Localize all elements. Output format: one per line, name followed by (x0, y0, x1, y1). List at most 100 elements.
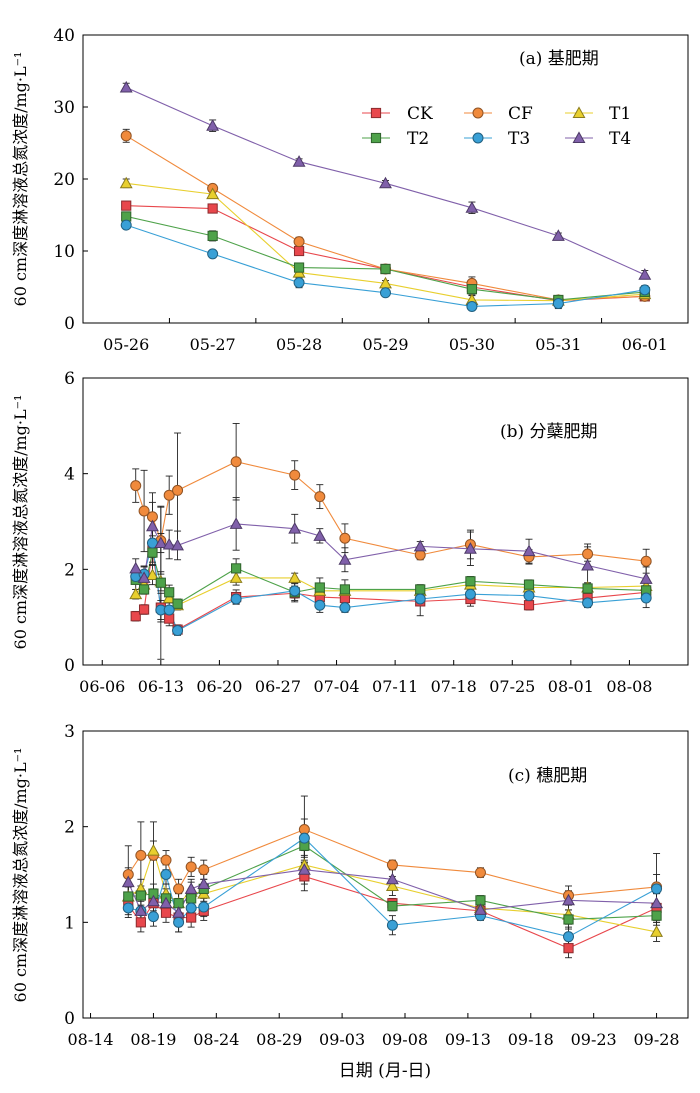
x-tick-label: 09-03 (319, 1030, 365, 1049)
series-b (129, 422, 653, 660)
x-tick-label: 06-27 (255, 677, 301, 696)
y-tick-label: 3 (64, 722, 75, 742)
data-point-t2 (293, 262, 305, 273)
data-point-t3 (185, 902, 197, 914)
data-point-t4 (581, 558, 595, 571)
data-point-t4 (297, 863, 311, 875)
legend-marker-ck (370, 107, 382, 119)
y-tick-label: 10 (53, 242, 75, 262)
data-point-t3 (163, 604, 175, 616)
data-point-t4 (551, 229, 565, 241)
data-point-t1 (385, 879, 399, 891)
data-point-t1 (146, 843, 160, 856)
data-point-t2 (415, 584, 426, 595)
legend-label-t1: T1 (609, 104, 631, 124)
data-point-ck (121, 200, 132, 211)
data-point-cf (135, 849, 147, 861)
data-point-t4 (171, 538, 185, 551)
data-point-t3 (386, 919, 398, 931)
y-tick-label: 6 (64, 369, 75, 389)
legend-item-t1: T1 (565, 104, 631, 124)
legend-marker-t1 (572, 106, 586, 118)
x-tick-label: 08-24 (193, 1030, 239, 1049)
x-tick-label: 06-01 (622, 335, 668, 354)
data-point-cf (198, 864, 210, 876)
data-point-cf (138, 505, 150, 517)
x-tick-label: 05-30 (449, 335, 495, 354)
data-point-ck (186, 912, 197, 923)
error-bars (122, 82, 649, 311)
legend: CK CF T1 T2 T3 (362, 104, 631, 149)
x-tick-label: 05-29 (362, 335, 408, 354)
series-lines (135, 461, 647, 632)
data-point-t4 (129, 561, 143, 574)
x-tick-label: 09-23 (571, 1030, 617, 1049)
y-tick-label: 2 (64, 560, 75, 580)
data-point-t4 (413, 539, 427, 552)
panel-b: (b) 分蘖肥期 60 cm深度淋溶液总氮浓度/mg·L⁻¹ 0 2 4 6 06-0… (11, 369, 689, 696)
series-line-cf (135, 461, 647, 562)
data-point-t3 (147, 911, 159, 923)
y-ticks-a: 0 10 20 30 40 (53, 26, 88, 334)
error-bars (132, 422, 650, 660)
legend-label-cf: CF (508, 104, 533, 124)
data-point-t3 (552, 298, 564, 310)
data-point-t2 (172, 598, 183, 609)
x-tick-label: 08-19 (130, 1030, 176, 1049)
data-point-t4 (522, 544, 536, 557)
y-ticks-c: 0 1 2 3 (64, 722, 88, 1029)
legend-item-t4: T4 (565, 129, 631, 149)
data-point-cf (293, 236, 305, 248)
data-point-t3 (466, 300, 478, 312)
data-point-t4 (229, 517, 243, 529)
panel-c: (c) 穗肥期 60 cm深度淋溶液总氮浓度/mg·L⁻¹ 0 1 2 3 08-14… (11, 722, 689, 1049)
x-tick-label: 08-14 (67, 1030, 113, 1049)
data-point-t3 (230, 593, 242, 605)
data-point-t4 (313, 529, 327, 541)
legend-marker-cf (472, 107, 484, 119)
data-point-t1 (288, 571, 302, 583)
data-point-t2 (582, 583, 593, 594)
plot-frame-b (82, 377, 689, 666)
data-point-t3 (582, 597, 594, 609)
data-point-t1 (229, 571, 243, 583)
data-point-t4 (650, 896, 664, 909)
data-point-ck (130, 611, 141, 622)
data-point-cf (185, 861, 197, 873)
legend-item-t2: T2 (362, 129, 429, 149)
data-point-t4 (292, 155, 306, 167)
y-axis-label-c: 60 cm深度淋溶液总氮浓度/mg·L⁻¹ (11, 748, 30, 1003)
data-point-ck (523, 600, 535, 611)
x-tick-label: 09-08 (382, 1030, 428, 1049)
legend-label-t4: T4 (609, 129, 631, 149)
y-tick-label: 0 (64, 1009, 75, 1029)
data-point-t2 (231, 563, 242, 574)
legend-marker (370, 107, 382, 119)
y-tick-label: 2 (64, 818, 75, 838)
data-point-t4 (288, 522, 302, 534)
data-point-t3 (293, 277, 305, 289)
series-markers (119, 80, 652, 312)
data-point-t4 (338, 553, 352, 565)
data-point-t4 (184, 882, 198, 894)
legend-item-t3: T3 (464, 129, 530, 149)
y-ticks-b: 0 2 4 6 (64, 369, 88, 676)
data-point-cf (120, 130, 132, 142)
y-tick-label: 40 (53, 26, 75, 46)
legend-label-t2: T2 (407, 129, 429, 149)
data-point-t3 (563, 931, 575, 943)
data-point-t4 (154, 536, 168, 549)
data-point-cf (160, 854, 172, 866)
data-point-t4 (562, 893, 575, 906)
y-tick-label: 0 (64, 314, 75, 334)
data-point-t4 (162, 537, 176, 550)
data-point-t3 (207, 248, 219, 260)
data-point-cf (172, 484, 184, 496)
legend-label-ck: CK (407, 104, 433, 124)
data-point-t4 (137, 571, 151, 583)
data-point-t3 (198, 901, 210, 913)
data-point-t2 (339, 584, 351, 595)
data-point-t4 (638, 268, 652, 280)
data-point-t3 (523, 590, 535, 602)
